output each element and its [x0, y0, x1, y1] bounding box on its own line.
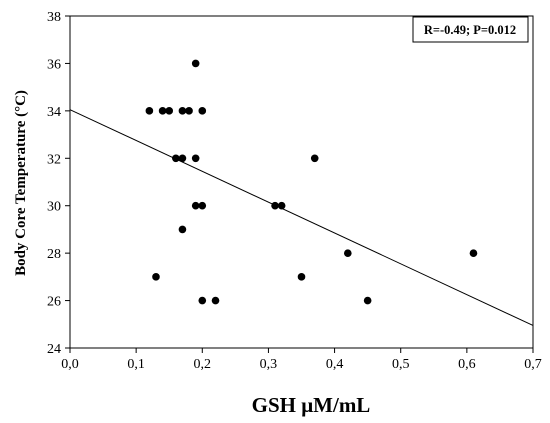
x-axis-title: GSH μM/mL	[252, 393, 371, 417]
x-tick-label: 0,2	[194, 357, 212, 372]
annotation-box: R=-0.49; P=0.012	[412, 16, 529, 43]
data-point	[191, 201, 200, 210]
data-point	[363, 296, 372, 305]
data-point	[172, 154, 180, 163]
data-point	[271, 201, 279, 210]
annotation-text: R=-0.49; P=0.012	[424, 23, 516, 37]
data-point	[178, 225, 187, 234]
data-point	[191, 59, 200, 68]
data-point	[158, 107, 167, 115]
y-axis-title: Body Core Temperature (°C)	[13, 90, 29, 276]
data-point	[198, 107, 207, 115]
y-tick-label: 38	[47, 10, 61, 25]
data-point	[277, 201, 286, 210]
x-tick-label: 0,1	[127, 357, 145, 372]
y-tick-label: 28	[47, 247, 61, 262]
x-tick-label: 0,5	[392, 357, 410, 372]
y-tick-label: 34	[47, 105, 61, 120]
data-point	[310, 154, 319, 163]
data-point	[178, 107, 187, 115]
y-tick-label: 32	[47, 152, 61, 167]
y-tick-label: 30	[47, 200, 61, 215]
data-point	[198, 296, 207, 305]
y-tick-label: 26	[47, 295, 61, 310]
data-point	[344, 249, 352, 257]
data-point	[211, 296, 220, 305]
y-tick-label: 24	[47, 342, 61, 357]
y-tick-label: 36	[47, 57, 61, 72]
data-point	[469, 249, 478, 257]
x-tick-label: 0,7	[524, 357, 542, 372]
data-point	[152, 273, 160, 281]
plot-area	[69, 15, 534, 349]
data-point	[165, 107, 174, 115]
x-tick-label: 0,3	[260, 357, 278, 372]
x-tick-label: 0,4	[326, 357, 344, 372]
plot-frame	[69, 15, 534, 349]
data-point	[145, 107, 154, 115]
data-point	[191, 154, 200, 163]
data-points	[145, 59, 478, 305]
x-tick-label: 0,0	[61, 357, 79, 372]
data-point	[198, 201, 207, 210]
data-point	[297, 273, 306, 281]
x-tick-label: 0,6	[458, 357, 476, 372]
regression-line	[69, 109, 534, 326]
data-point	[178, 154, 187, 163]
data-point	[185, 107, 193, 115]
axis-ticks: 0,0 0,1 0,2 0,3 0,4 0,5 0,6 0,7 24 26 28 30 32 34 36 38	[47, 10, 542, 372]
